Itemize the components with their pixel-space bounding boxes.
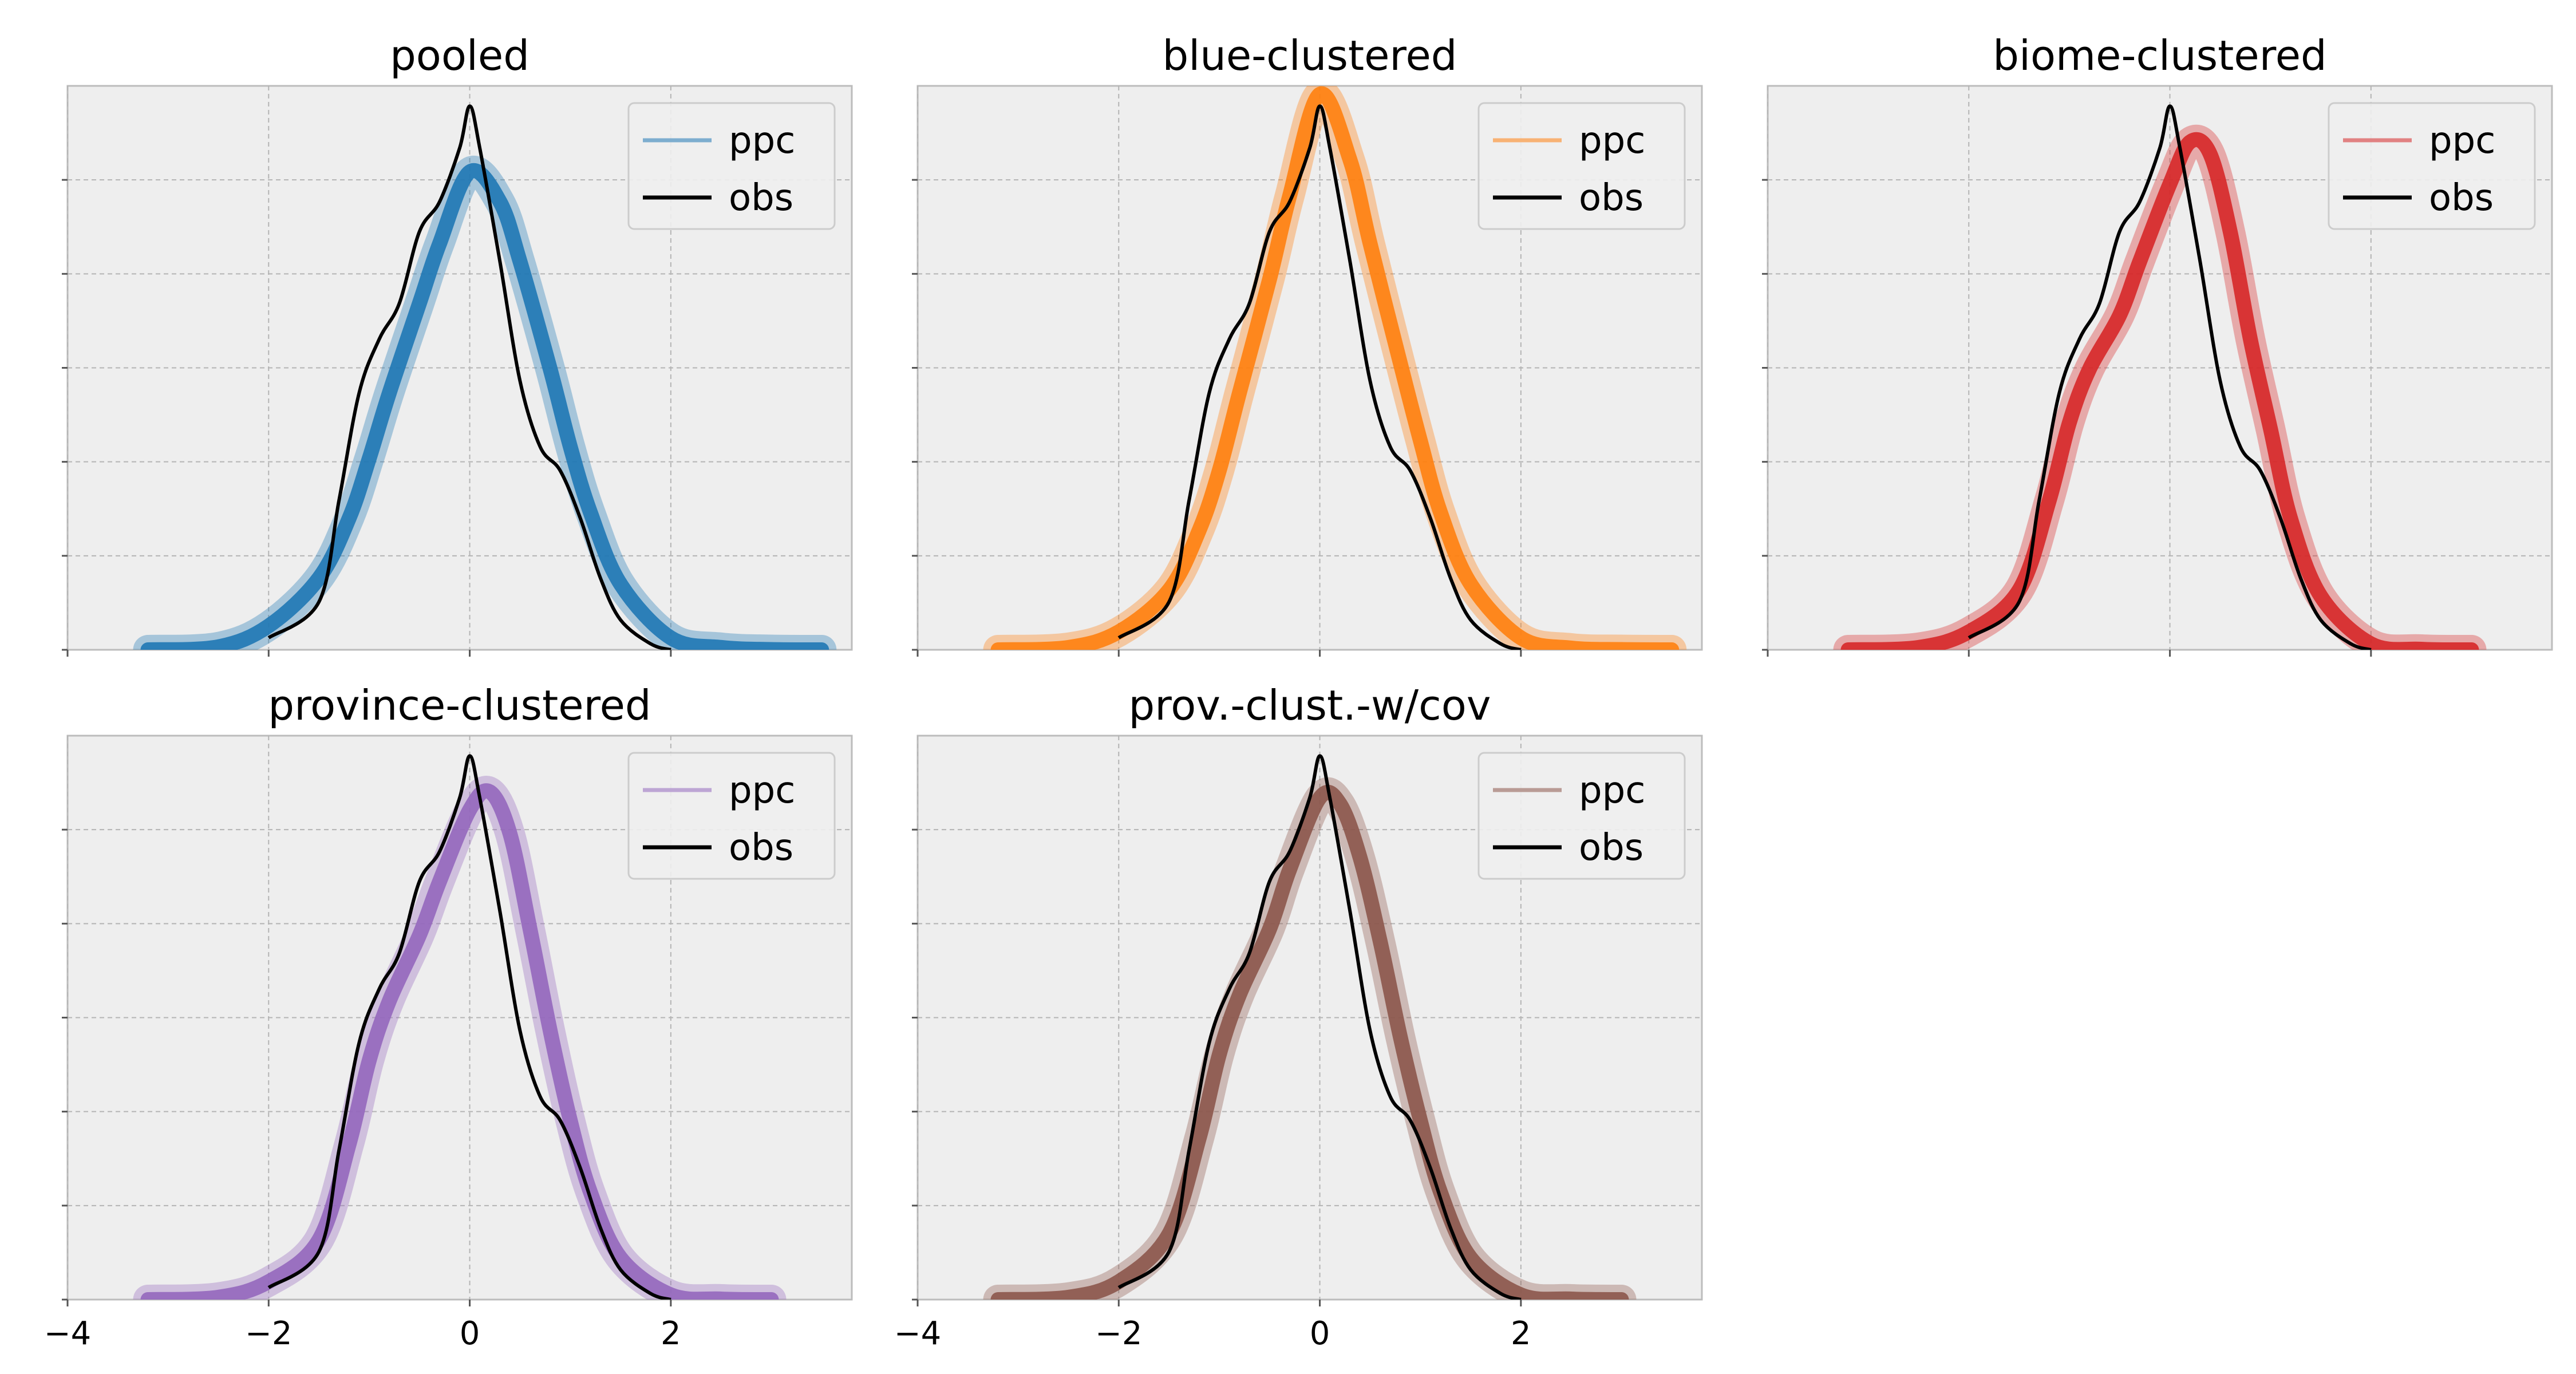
subplot-title: prov.-clust.-w/cov (1129, 681, 1491, 729)
legend-label-obs: obs (2429, 177, 2494, 219)
subplot-title: blue-clustered (1163, 31, 1457, 80)
subplot-5: −4 −2 0 2 prov.-clust.-w/cov ppc obs (894, 681, 1703, 1352)
obs-curve (1967, 104, 2372, 650)
legend-label-obs: obs (729, 177, 793, 219)
x-tick-label: 0 (1310, 1315, 1330, 1352)
legend: ppc obs (627, 752, 836, 880)
x-tick-label: −4 (44, 1315, 92, 1352)
obs-curve (1117, 754, 1522, 1300)
subplot-2: blue-clustered ppc obs (912, 31, 1703, 657)
legend-label-ppc: ppc (729, 120, 795, 162)
x-tick-label: −4 (894, 1315, 942, 1352)
x-tick-label: −2 (1095, 1315, 1143, 1352)
subplot-title: province-clustered (268, 681, 651, 729)
subplot-1: pooled ppc obs (62, 31, 853, 657)
legend: ppc obs (1477, 102, 1686, 230)
x-tick-label: −2 (245, 1315, 293, 1352)
obs-curve (1117, 104, 1522, 650)
subplot-title: pooled (390, 31, 530, 80)
legend-label-ppc: ppc (1579, 120, 1645, 162)
legend: ppc obs (1477, 752, 1686, 880)
obs-curve (267, 104, 671, 650)
x-tick-label: 2 (661, 1315, 681, 1352)
legend-label-obs: obs (729, 827, 793, 869)
legend-label-ppc: ppc (2429, 120, 2495, 162)
ppc-curve (990, 86, 1680, 650)
x-tick-label: 0 (460, 1315, 480, 1352)
legend: ppc obs (627, 102, 836, 230)
legend: ppc obs (2328, 102, 2536, 230)
legend-label-obs: obs (1579, 827, 1643, 869)
legend-label-ppc: ppc (1579, 769, 1645, 812)
subplot-4: −4 −2 0 2 province-clustered ppc obs (44, 681, 853, 1352)
legend-label-ppc: ppc (729, 769, 795, 812)
obs-curve (267, 754, 671, 1300)
subplot-title: biome-clustered (1993, 31, 2326, 80)
legend-label-obs: obs (1579, 177, 1643, 219)
x-tick-label: 2 (1511, 1315, 1531, 1352)
subplot-3: biome-clustered ppc obs (1762, 31, 2553, 657)
